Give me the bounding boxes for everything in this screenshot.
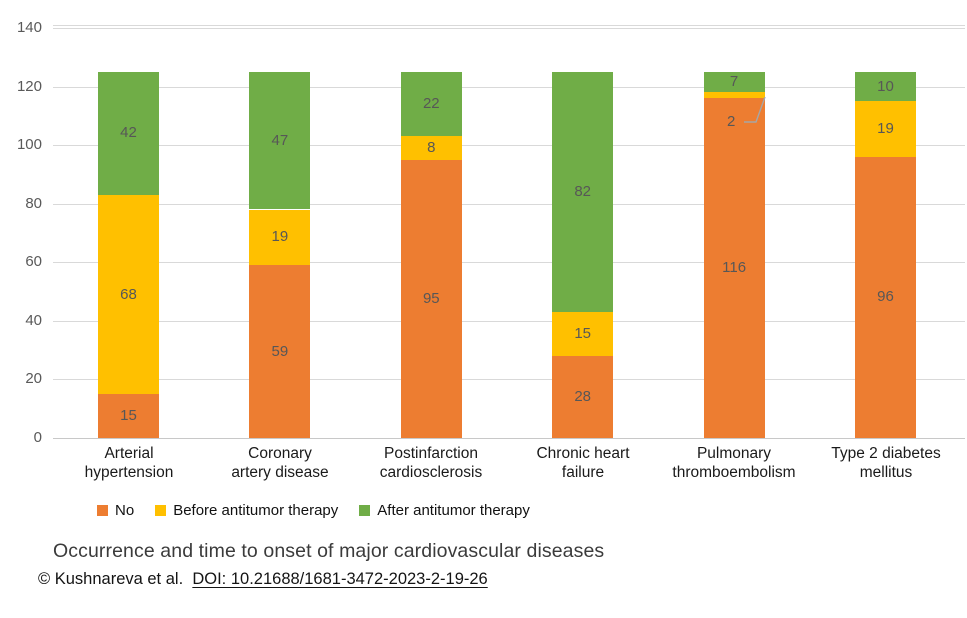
attribution-spacer <box>183 570 192 588</box>
bar-segment-0-0 <box>98 394 159 438</box>
bar-value-label: 10 <box>877 78 894 95</box>
legend-label: Before antitumor therapy <box>173 502 339 519</box>
y-tick-label-120: 120 <box>16 78 42 95</box>
bar-segment-0-1 <box>249 265 311 438</box>
y-tick-label-40: 40 <box>25 312 42 329</box>
y-tick-label-140: 140 <box>16 19 42 36</box>
bar-value-label: 19 <box>877 120 894 137</box>
figure-caption: Occurrence and time to onset of major ca… <box>53 540 605 562</box>
bar-value-label: 82 <box>574 183 592 200</box>
bar-segment-0-2 <box>400 159 462 438</box>
bar-segment-1-1 <box>249 209 311 266</box>
callout-label: 2 <box>727 113 736 130</box>
gridline-40 <box>53 321 965 322</box>
bar-segment-1-5 <box>855 101 916 157</box>
gridline-140 <box>53 28 965 29</box>
x-category-label-2: Postinfarction cardiosclerosis <box>379 445 483 481</box>
gridline-80 <box>53 204 965 205</box>
bar-value-label: 22 <box>422 95 440 112</box>
bar-value-label: 19 <box>271 228 289 245</box>
bar-segment-1-2 <box>400 136 462 160</box>
legend-item-0: No <box>97 502 134 519</box>
bar-value-label: 95 <box>422 290 440 307</box>
gridline-140 <box>53 25 965 26</box>
legend-swatch-icon <box>155 505 167 516</box>
y-tick-label-80: 80 <box>25 195 42 212</box>
legend-item-2: After antitumor therapy <box>359 502 530 519</box>
bar-value-label: 96 <box>877 288 894 305</box>
bar-value-label: 15 <box>120 407 137 424</box>
bar-value-label: 7 <box>729 73 739 90</box>
bar-segment-1-3 <box>552 312 614 356</box>
bar-value-label: 68 <box>120 286 137 303</box>
bar-value-label: 42 <box>120 124 137 141</box>
y-tick-label-60: 60 <box>25 253 42 270</box>
bar-segment-2-0 <box>98 71 159 195</box>
y-tick-label-20: 20 <box>25 370 42 387</box>
x-category-label-0: Arterial hypertension <box>84 445 174 481</box>
legend-label: After antitumor therapy <box>377 502 530 519</box>
gridline-100 <box>53 145 965 146</box>
legend-swatch-icon <box>97 505 108 516</box>
bar-value-label: 47 <box>271 132 289 149</box>
bar-value-label: 116 <box>722 259 747 276</box>
gridline-0 <box>53 438 965 439</box>
x-category-label-5: Type 2 diabetes mellitus <box>831 445 941 481</box>
bar-segment-2-2 <box>400 71 462 137</box>
legend: No Before antitumor therapy After antitumo… <box>97 502 530 519</box>
doi-link[interactable]: DOI: 10.21688/1681-3472-2023-2-19-26 <box>192 570 488 588</box>
bar-value-label: 28 <box>574 388 592 405</box>
attribution: © Kushnareva et al. DOI: 10.21688/1681-3… <box>38 570 488 589</box>
bar-value-label: 59 <box>271 343 289 360</box>
attribution-text: © Kushnareva et al. <box>38 570 184 588</box>
gridline-120 <box>53 87 965 88</box>
x-category-label-1: Coronary artery disease <box>231 445 329 481</box>
bar-value-label: 15 <box>574 325 592 342</box>
y-tick-label-0: 0 <box>33 429 42 446</box>
bar-segment-1-4 <box>703 92 765 99</box>
x-category-label-3: Chronic heart failure <box>536 445 630 481</box>
bar-segment-2-4 <box>703 71 765 93</box>
gridline-60 <box>53 262 965 263</box>
legend-item-1: Before antitumor therapy <box>155 502 338 519</box>
bar-segment-0-3 <box>552 356 614 438</box>
x-category-label-4: Pulmonary thromboembolism <box>672 445 796 481</box>
legend-swatch-icon <box>359 505 371 516</box>
bar-value-label: 8 <box>427 139 436 156</box>
bar-segment-0-4 <box>703 98 765 438</box>
y-tick-label-100: 100 <box>16 136 42 153</box>
bar-segment-2-5 <box>855 71 916 102</box>
bar-segment-2-1 <box>249 71 311 210</box>
gridline-20 <box>53 379 965 380</box>
legend-label: No <box>115 502 135 519</box>
bar-segment-1-0 <box>98 194 159 394</box>
bar-segment-0-5 <box>855 156 916 438</box>
bar-segment-2-3 <box>552 71 614 312</box>
